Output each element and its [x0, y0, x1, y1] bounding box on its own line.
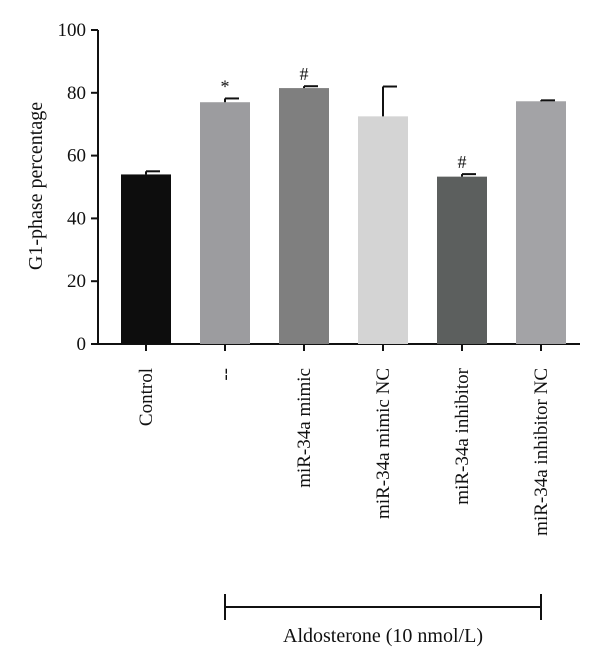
x-category-label: miR-34a mimic NC [373, 368, 394, 519]
group-bracket-label: Aldosterone (10 nmol/L) [283, 625, 483, 647]
bar [200, 102, 250, 344]
significance-marker: # [458, 152, 467, 172]
x-category-label: miR-34a inhibitor [452, 367, 473, 504]
x-category-label: miR-34a inhibitor NC [531, 368, 552, 536]
x-category-label: -- [215, 368, 236, 381]
bar [516, 101, 566, 344]
significance-marker: * [221, 76, 230, 96]
bar [279, 88, 329, 344]
y-axis-title: G1-phase percentage [25, 102, 47, 270]
y-tick-label: 20 [67, 271, 86, 292]
y-tick-label: 100 [58, 20, 87, 41]
y-tick-label: 40 [67, 208, 86, 229]
significance-marker: # [300, 64, 309, 84]
x-category-label: Control [136, 368, 157, 426]
y-tick-label: 80 [67, 83, 86, 104]
bar [437, 176, 487, 344]
plot-area: 0 20 40 60 80 100 Control * -- # miR-34a mimic miR-… [58, 20, 580, 536]
y-tick-label: 0 [77, 334, 87, 355]
bar [121, 174, 171, 344]
y-tick-label: 60 [67, 146, 86, 167]
bar [358, 116, 408, 344]
x-category-label: miR-34a mimic [294, 368, 315, 488]
